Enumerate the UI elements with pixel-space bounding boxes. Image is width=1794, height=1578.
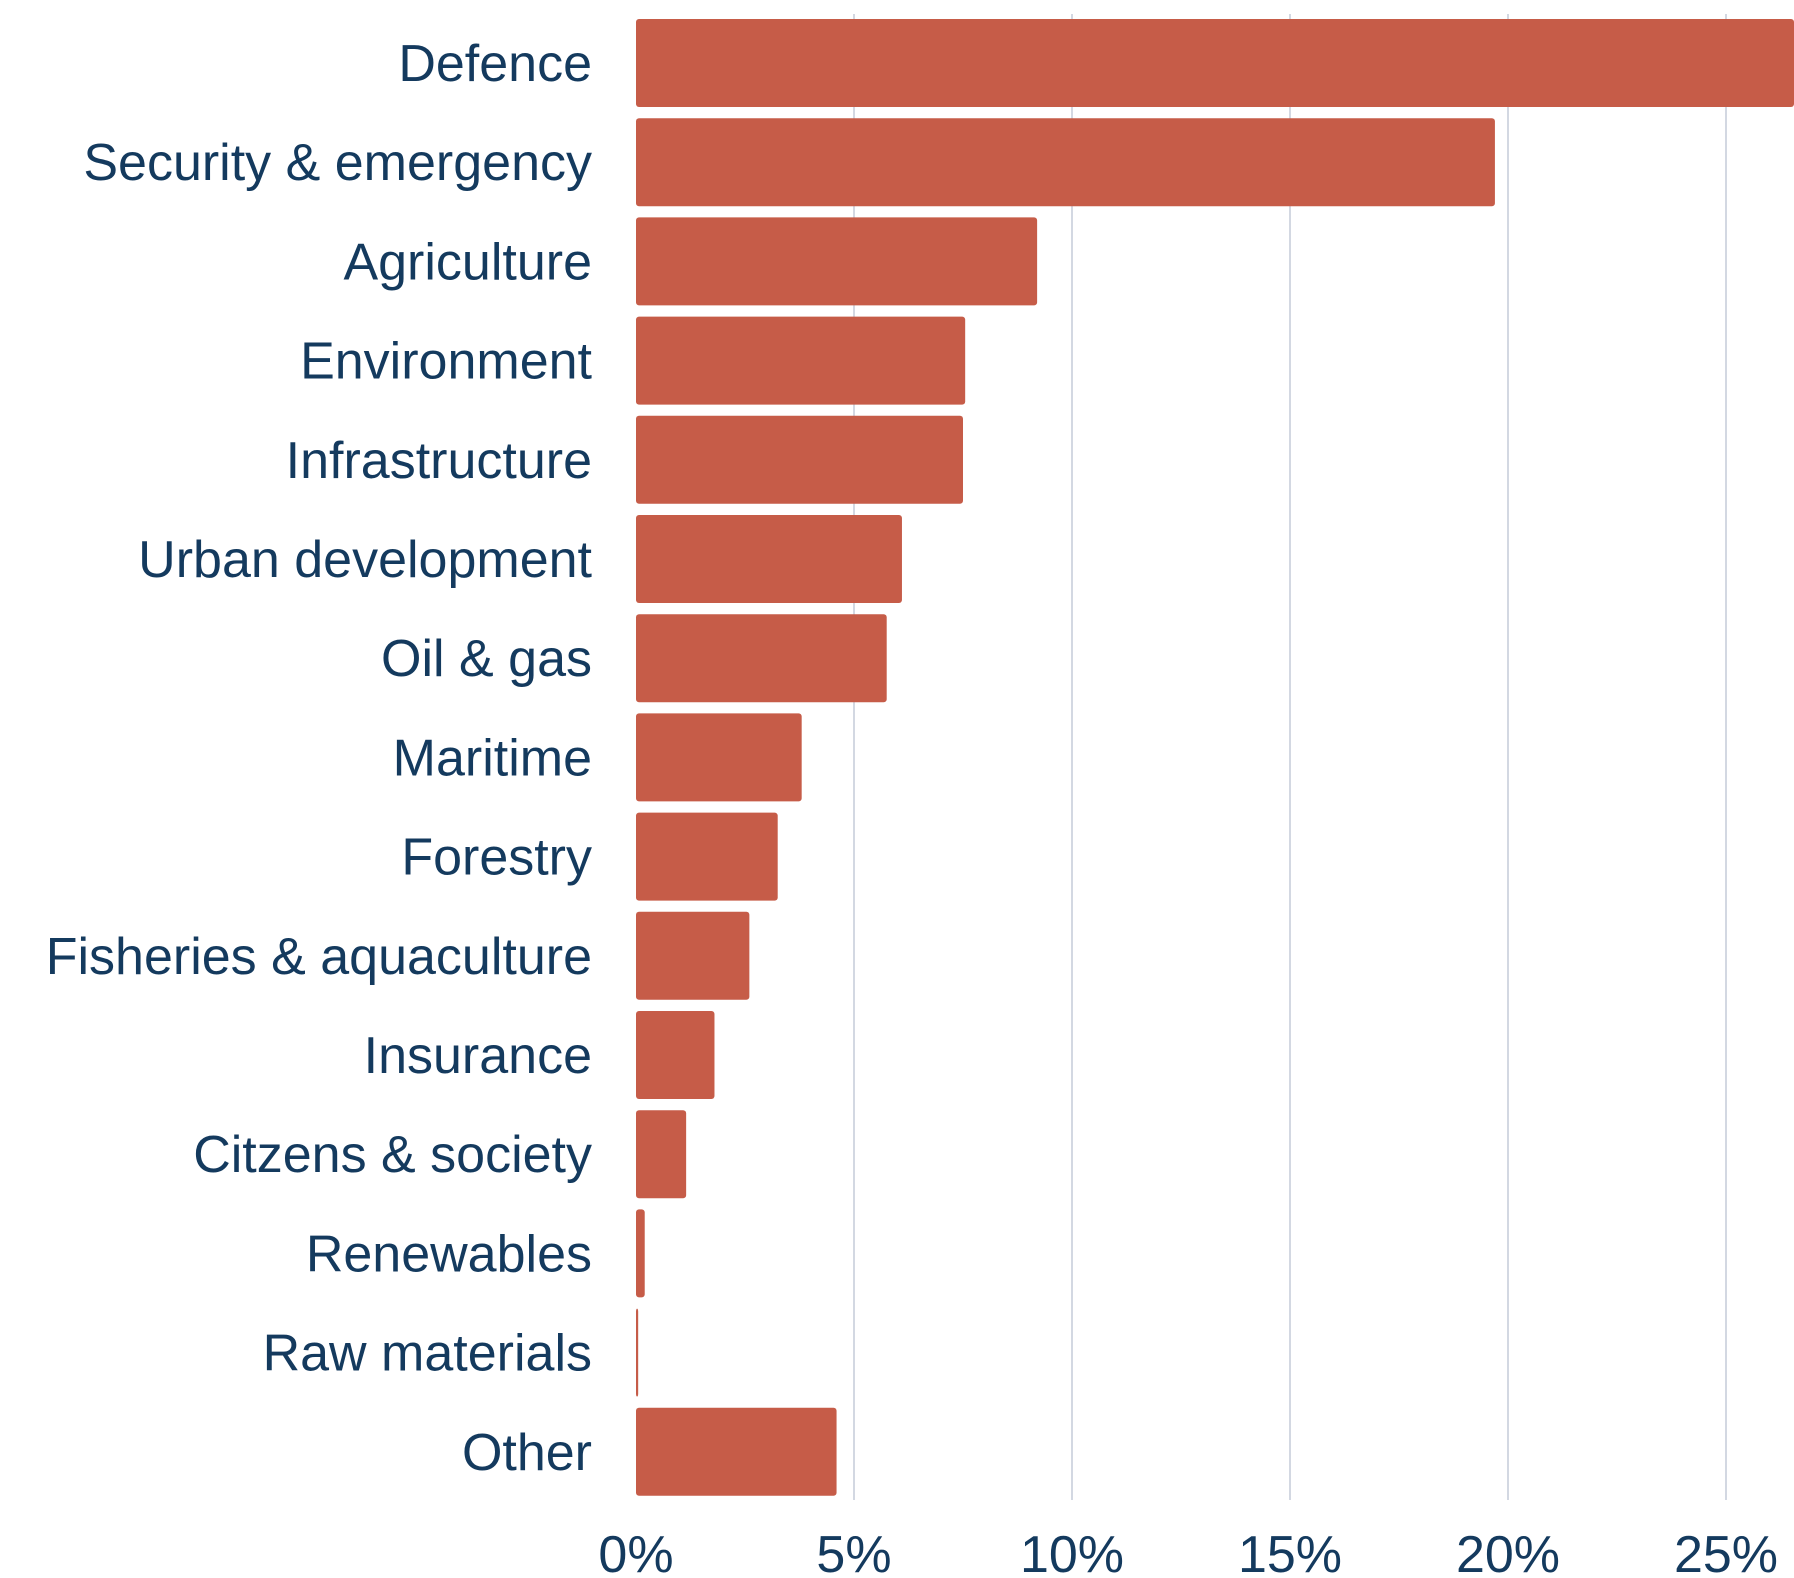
bar <box>636 316 966 405</box>
x-tick-label: 15% <box>1238 1526 1342 1578</box>
bar <box>636 1209 645 1298</box>
category-label: Agriculture <box>343 233 592 291</box>
bar <box>636 515 902 603</box>
category-label: Urban development <box>138 531 592 589</box>
x-tick-label: 25% <box>1674 1526 1778 1578</box>
category-label: Other <box>462 1424 592 1482</box>
bar <box>636 1110 687 1199</box>
bar-layer <box>636 19 1794 1496</box>
category-label: Infrastructure <box>286 432 592 490</box>
value-axis: 0% 5% 10% 15% 20% 25% <box>598 1526 1778 1578</box>
category-label: Security & emergency <box>83 134 592 192</box>
bar <box>636 19 1794 107</box>
category-label: Environment <box>300 333 592 391</box>
category-label: Maritime <box>393 729 592 787</box>
category-label: Defence <box>398 35 592 93</box>
category-label: Citzens & society <box>193 1126 592 1184</box>
x-tick-label: 20% <box>1456 1526 1560 1578</box>
category-axis: Defence Security & emergency Agriculture En… <box>46 35 593 1482</box>
bar <box>636 1011 715 1099</box>
bar <box>636 1407 837 1496</box>
bar <box>636 812 778 901</box>
category-label: Fisheries & aquaculture <box>46 928 592 986</box>
category-label: Forestry <box>401 829 592 887</box>
bar <box>636 911 750 1000</box>
category-label: Renewables <box>306 1225 592 1283</box>
category-label: Raw materials <box>263 1325 592 1383</box>
category-label: Oil & gas <box>381 630 592 688</box>
category-label: Insurance <box>364 1027 592 1085</box>
bar <box>636 713 802 802</box>
grid-layer <box>853 14 1727 1500</box>
bar <box>636 415 963 504</box>
x-tick-label: 5% <box>816 1526 891 1578</box>
bar <box>636 1308 639 1397</box>
x-tick-label: 0% <box>598 1526 673 1578</box>
bar <box>636 217 1038 306</box>
x-tick-label: 10% <box>1020 1526 1124 1578</box>
bar <box>636 614 887 703</box>
bar <box>636 118 1495 207</box>
